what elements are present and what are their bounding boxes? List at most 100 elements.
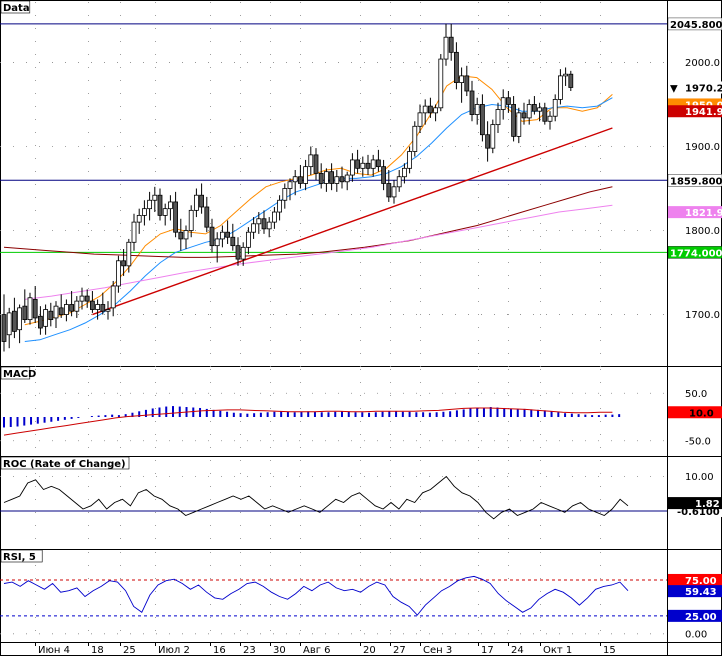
y-tick-label-price: 1800.0 [685,226,720,237]
price-label-2: 1941.9293 [685,107,722,118]
x-tick-label: 27 [393,645,406,656]
candle-body [282,188,288,201]
candle-body [256,218,262,225]
y-tick-label-macd: 50.0 [685,389,707,400]
x-tick-label: 15 [603,645,616,656]
candle-body [214,238,220,247]
candle-body [173,201,179,233]
candle-body [136,214,142,223]
panel-title-box-roc [0,456,130,470]
candle-body [453,51,459,84]
panel-title-price: Data [3,3,30,14]
candle-body [479,104,485,136]
candle-body [147,199,153,210]
x-tick-label: 24 [511,645,524,656]
candle-body [511,104,517,137]
candle-body [84,295,90,302]
candle-body [251,223,257,233]
rsi-level-box-0 [668,573,722,586]
x-tick-label: Июн 4 [38,645,70,656]
candle-body [490,124,496,149]
candle-body [500,97,506,110]
rsi-level-label-0: 75.00 [685,576,717,587]
rsi-value-box [668,585,722,598]
candle-body [235,245,241,260]
level-label-2: 1774.0000 [670,248,722,259]
candle-body [505,97,511,105]
candle-body [464,75,470,92]
moving-average-3 [24,204,613,300]
level-label-box-2 [667,246,722,259]
candle-body [552,99,558,117]
candle-body [22,305,28,321]
price-label-box-3 [668,206,722,219]
panel-title-box-price [0,0,31,14]
rsi-level-box-1 [668,609,722,622]
candle-body [167,201,173,210]
panel-title-box-rsi [0,549,43,563]
candle-body [277,199,283,213]
candle-body [407,151,413,169]
candle-body [459,75,465,83]
candle-body [225,231,231,238]
trendline [92,127,613,316]
candle-body [360,162,366,169]
macd-value-label: 10.0 [689,408,714,419]
y-tick-label-price: 2000.0 [685,58,720,69]
candle-body [547,115,553,122]
candle-body [230,236,236,247]
candle-body [11,310,17,332]
candle-body [245,231,251,248]
candle-body [69,304,74,312]
candle-body [365,162,371,169]
candle-body [178,231,184,240]
candle-body [271,211,277,223]
x-tick-label: 25 [123,645,136,656]
rsi-line [3,575,629,616]
candle-body [266,221,272,230]
candle-body [100,304,106,312]
rsi-level-label-1: 25.00 [685,612,717,623]
candle-body [6,312,12,336]
candle-body [27,297,33,321]
candle-body [105,309,111,312]
candle-body [474,104,480,115]
roc-value-box [668,497,722,510]
panel-title-box-macd [0,366,31,380]
candle-body [318,172,324,184]
y-tick-label-price: 1900.0 [685,142,720,153]
y-tick-label-price: 1700.0 [685,310,720,321]
candle-body [287,181,293,189]
candle-body [339,176,345,183]
candle-body [152,194,158,201]
candle-body [292,176,298,183]
candle-body [396,176,402,188]
candle-body [375,159,381,168]
candle-body [297,176,303,184]
panel-title-rsi: RSI, 5 [3,552,36,563]
x-tick-label: 18 [91,645,104,656]
x-tick-label: 16 [213,645,226,656]
x-tick-label: Сен 3 [423,645,452,656]
candle-body [443,36,449,60]
candle-body [90,300,95,310]
x-tick-label: 30 [273,645,286,656]
candle-body [1,314,7,342]
x-tick-label: Июл 2 [158,645,190,656]
price-label-0: 1970.2 [685,83,722,94]
roc-reference-label: -0.6100 [677,507,720,518]
x-tick-label: 23 [243,645,256,656]
candle-body [563,73,568,77]
candle-body [417,112,423,127]
candle-body [261,218,267,230]
candle-body [240,246,246,260]
x-tick-label: Авг 6 [303,645,331,656]
candle-body [121,260,126,267]
macd-value-box [668,406,722,419]
price-label-marker: ▼ [670,83,678,94]
candle-body [422,105,428,114]
candle-body [74,300,80,312]
candle-body [344,174,350,183]
candle-body [349,159,355,176]
